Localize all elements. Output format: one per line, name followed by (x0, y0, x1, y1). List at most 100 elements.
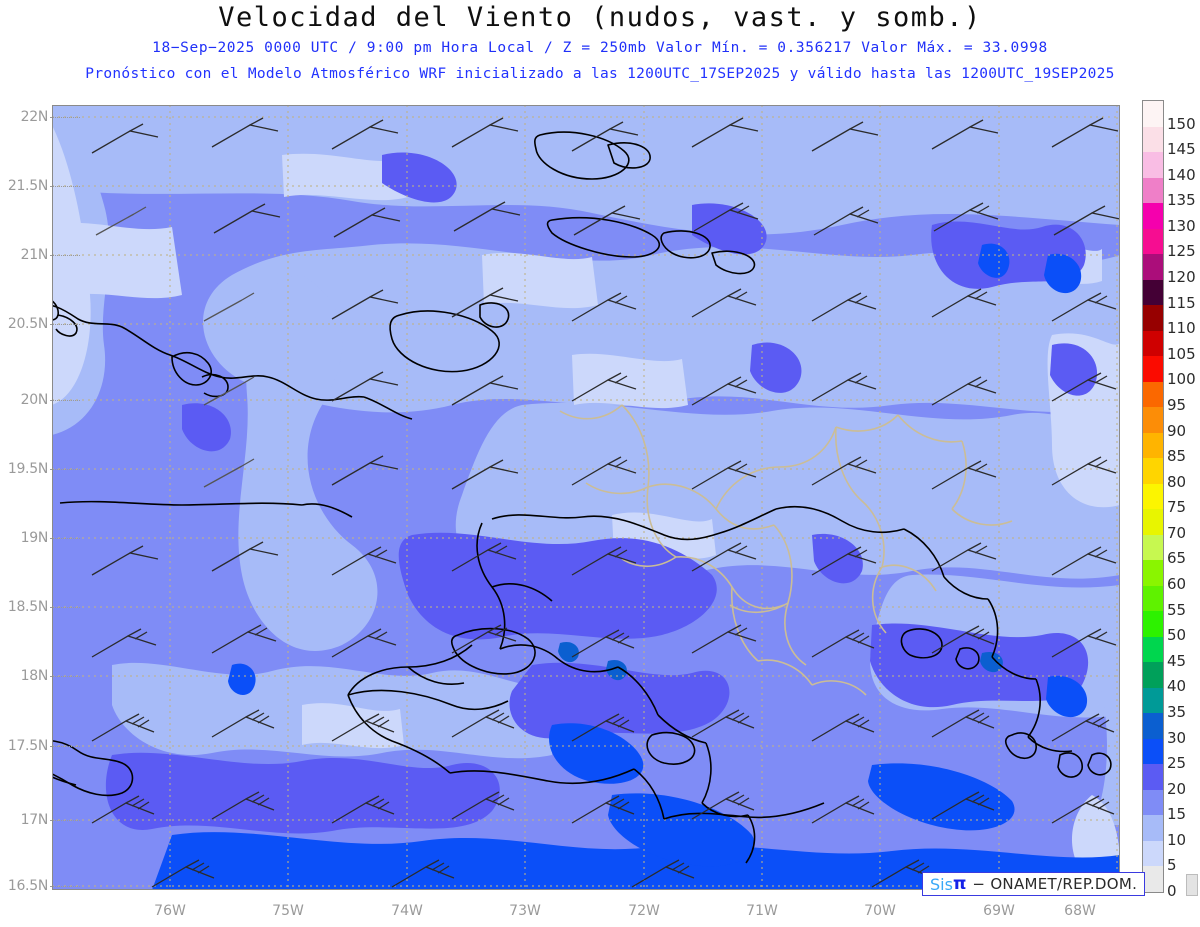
latitude-tick-marks (50, 400, 80, 402)
latitude-tick-label: 20.5N (7, 316, 48, 332)
latitude-tick-marks (50, 324, 80, 326)
wind-speed-map[interactable] (52, 105, 1120, 890)
colorbar-band (1143, 330, 1163, 357)
colorbar-tick-label: 65 (1167, 549, 1187, 567)
colorbar-band (1143, 840, 1163, 867)
latitude-tick-label: 19.5N (7, 461, 48, 477)
latitude-tick-marks (50, 886, 80, 888)
colorbar-band (1143, 101, 1163, 127)
latitude-tick-label: 17.5N (7, 738, 48, 754)
colorbar-band (1143, 432, 1163, 459)
colorbar-tick-label: 115 (1167, 294, 1196, 312)
colorbar-band (1143, 254, 1163, 280)
pi-symbol: π (952, 874, 967, 894)
colorbar-band (1143, 738, 1163, 765)
colorbar-band (1143, 152, 1163, 178)
colorbar-band (1143, 279, 1163, 306)
latitude-tick-marks (50, 820, 80, 822)
colorbar-tick-label: 110 (1167, 319, 1196, 337)
colorbar-band (1143, 815, 1163, 841)
scroll-nub[interactable] (1186, 874, 1198, 896)
colorbar-band (1143, 611, 1163, 637)
colorbar-band (1143, 636, 1163, 663)
colorbar-band (1143, 381, 1163, 408)
colorbar-tick-label: 40 (1167, 677, 1187, 695)
colorbar-tick-label: 80 (1167, 473, 1187, 491)
colorbar-band (1143, 866, 1163, 892)
latitude-tick-marks (50, 538, 80, 540)
colorbar-tick-label: 90 (1167, 422, 1187, 440)
colorbar-tick-label: 50 (1167, 626, 1187, 644)
longitude-tick-label: 68W (1064, 903, 1096, 919)
colorbar-band (1143, 509, 1163, 535)
colorbar-band (1143, 560, 1163, 586)
colorbar-band (1143, 407, 1163, 433)
colorbar[interactable] (1142, 100, 1164, 893)
latitude-tick-marks (50, 117, 80, 119)
colorbar-tick-label: 20 (1167, 780, 1187, 798)
colorbar-band (1143, 585, 1163, 612)
colorbar-tick-label: 30 (1167, 729, 1187, 747)
latitude-tick-marks (50, 746, 80, 748)
latitude-tick-label: 22N (20, 109, 49, 125)
latitude-tick-label: 17N (20, 812, 49, 828)
colorbar-tick-label: 120 (1167, 268, 1196, 286)
colorbar-band (1143, 713, 1163, 739)
latitude-tick-label: 21N (20, 247, 49, 263)
colorbar-band (1143, 687, 1163, 714)
colorbar-tick-label: 125 (1167, 242, 1196, 260)
colorbar-tick-label: 75 (1167, 498, 1187, 516)
longitude-tick-label: 76W (154, 903, 186, 919)
colorbar-labels: 150 145 140 135 130 125 120 115 110 105 100 95 90 85 8… (1167, 100, 1200, 900)
colorbar-band (1143, 356, 1163, 382)
attribution-badge: Sis π − ONAMET/REP.DOM. (922, 872, 1146, 896)
colorbar-band (1143, 764, 1163, 790)
longitude-tick-label: 70W (864, 903, 896, 919)
latitude-tick-label: 21.5N (7, 178, 48, 194)
colorbar-band (1143, 483, 1163, 510)
latitude-tick-label: 18N (20, 668, 49, 684)
longitude-tick-label: 69W (983, 903, 1015, 919)
colorbar-tick-label: 70 (1167, 524, 1187, 542)
longitude-tick-label: 72W (628, 903, 660, 919)
colorbar-tick-label: 145 (1167, 140, 1196, 158)
colorbar-band (1143, 203, 1163, 229)
colorbar-tick-label: 25 (1167, 754, 1187, 772)
colorbar-tick-label: 95 (1167, 396, 1187, 414)
colorbar-tick-label: 55 (1167, 601, 1187, 619)
longitude-tick-label: 75W (272, 903, 304, 919)
colorbar-tick-label: 45 (1167, 652, 1187, 670)
latitude-tick-marks (50, 255, 80, 257)
colorbar-tick-label: 15 (1167, 805, 1187, 823)
colorbar-tick-label: 100 (1167, 370, 1196, 388)
longitude-tick-label: 74W (391, 903, 423, 919)
colorbar-band (1143, 662, 1163, 688)
latitude-tick-marks (50, 186, 80, 188)
map-canvas (52, 105, 1120, 890)
latitude-tick-marks (50, 676, 80, 678)
colorbar-tick-label: 5 (1167, 856, 1177, 874)
colorbar-band (1143, 534, 1163, 561)
coastlines (52, 131, 1112, 864)
colorbar-tick-label: 10 (1167, 831, 1187, 849)
colorbar-band (1143, 305, 1163, 331)
colorbar-tick-label: 130 (1167, 217, 1196, 235)
forecast-meta-line: 18−Sep−2025 0000 UTC / 9:00 pm Hora Loca… (152, 40, 1048, 56)
latitude-tick-marks (50, 469, 80, 471)
latitude-tick-label: 20N (20, 392, 49, 408)
colorbar-tick-label: 60 (1167, 575, 1187, 593)
longitude-tick-label: 73W (509, 903, 541, 919)
colorbar-tick-label: 105 (1167, 345, 1196, 363)
colorbar-band (1143, 177, 1163, 204)
colorbar-band (1143, 126, 1163, 153)
colorbar-band (1143, 458, 1163, 484)
colorbar-tick-label: 85 (1167, 447, 1187, 465)
colorbar-band (1143, 789, 1163, 816)
colorbar-band (1143, 228, 1163, 255)
colorbar-tick-label: 140 (1167, 166, 1196, 184)
page-title: Velocidad del Viento (nudos, vast. y som… (218, 2, 982, 33)
colorbar-tick-label: 0 (1167, 882, 1177, 900)
latitude-tick-label: 16.5N (7, 878, 48, 894)
colorbar-tick-label: 150 (1167, 115, 1196, 133)
latitude-tick-label: 19N (20, 530, 49, 546)
